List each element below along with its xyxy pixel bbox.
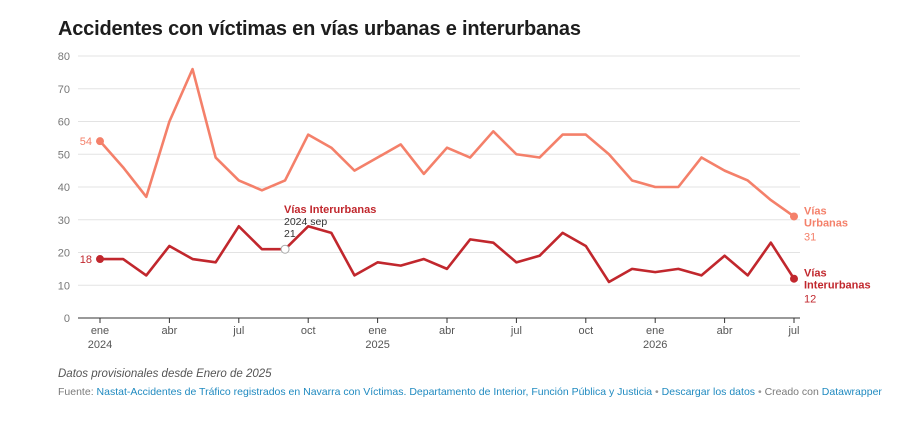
provisional-note: Datos provisionales desde Enero de 2025 <box>58 368 272 380</box>
x-axis: ene 2024 abr jul oct ene 2025 abr jul oct ene 2026 a… <box>88 318 800 351</box>
x-tick-label: ene <box>646 325 664 337</box>
separator-1: • <box>655 386 659 398</box>
footer: Fuente: Nastat-Accidentes de Tráfico reg… <box>58 386 882 398</box>
series-name-label: Vías <box>804 268 827 280</box>
series-start-point <box>96 137 104 146</box>
series-line-interurbanas <box>98 225 796 284</box>
tooltip-series: Vías Interurbanas <box>284 204 376 216</box>
series-name-label: Interurbanas <box>804 280 871 292</box>
series-end-value: 31 <box>804 231 816 243</box>
y-tick-label: 70 <box>58 84 70 96</box>
separator-2: • <box>757 386 762 398</box>
x-tick-label: oct <box>578 325 593 337</box>
y-tick-label: 0 <box>64 313 70 325</box>
series-end-point <box>790 212 798 221</box>
series-end-point <box>790 274 798 283</box>
y-tick-label: 50 <box>58 149 70 161</box>
source-link[interactable]: Nastat-Accidentes de Tráfico registrados… <box>96 386 653 398</box>
y-tick-label: 80 <box>58 51 70 63</box>
tooltip-date: 2024 sep <box>284 216 327 228</box>
x-tick-year-label: 2026 <box>643 339 667 351</box>
x-tick-label: abr <box>717 325 733 337</box>
tooltip-value: 21 <box>284 228 296 240</box>
series-start-value: 54 <box>80 136 92 148</box>
chart-title: Accidentes con víctimas en vías urbanas … <box>58 18 581 40</box>
series-name-label: Urbanas <box>804 217 848 229</box>
y-tick-label: 20 <box>58 248 70 260</box>
y-tick-label: 60 <box>58 117 70 129</box>
grid: 0 10 20 30 40 50 60 70 80 <box>58 51 800 325</box>
tooltip: Vías Interurbanas 2024 sep 21 <box>280 204 376 254</box>
x-tick-label: jul <box>510 325 522 337</box>
series <box>96 67 798 284</box>
y-tick-label: 40 <box>58 182 70 194</box>
series-end-value: 12 <box>804 294 816 306</box>
source-label: Fuente: <box>58 386 94 398</box>
x-tick-label: jul <box>232 325 244 337</box>
series-start-point <box>96 255 104 264</box>
x-tick-label: ene <box>91 325 109 337</box>
y-tick-label: 10 <box>58 280 70 292</box>
x-tick-year-label: 2025 <box>365 339 389 351</box>
datawrapper-link[interactable]: Datawrapper <box>821 386 882 398</box>
download-data-link[interactable]: Descargar los datos <box>661 386 756 398</box>
created-with-label: Creado con <box>764 386 819 398</box>
series-line-urbanas <box>98 67 796 218</box>
x-tick-year-label: 2024 <box>88 339 112 351</box>
tooltip-marker <box>280 244 290 254</box>
x-tick-label: ene <box>368 325 386 337</box>
x-tick-label: oct <box>301 325 316 337</box>
series-name-label: Vías <box>804 205 827 217</box>
line-chart: 0 10 20 30 40 50 60 70 80 ene 2024 abr jul oct ene 202… <box>58 51 871 351</box>
x-tick-label: abr <box>161 325 177 337</box>
series-start-value: 18 <box>80 254 92 266</box>
x-tick-label: jul <box>787 325 799 337</box>
y-tick-label: 30 <box>58 215 70 227</box>
x-tick-label: abr <box>439 325 455 337</box>
